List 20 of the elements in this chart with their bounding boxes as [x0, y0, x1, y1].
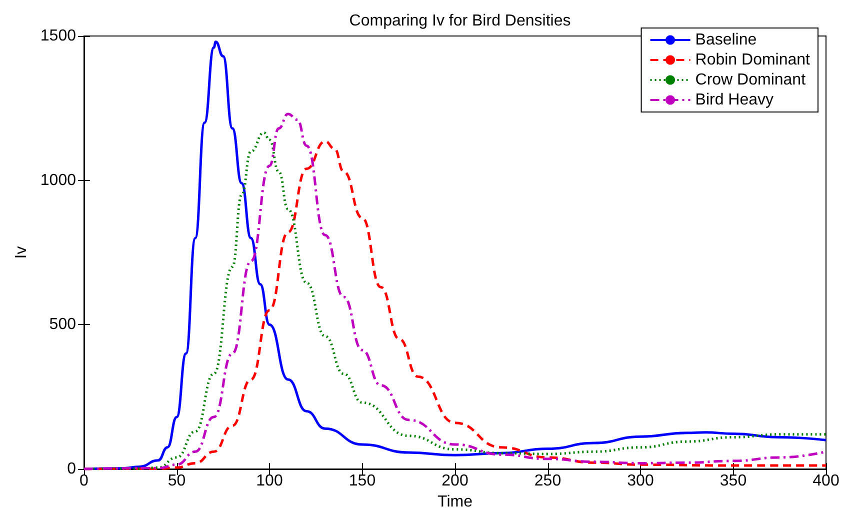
x-tick-label: 350 — [720, 472, 747, 490]
x-tick-label: 150 — [348, 472, 376, 490]
y-tick-label: 1500 — [40, 28, 76, 44]
x-tick-label: 200 — [442, 472, 468, 490]
x-tick-label: 100 — [256, 472, 283, 490]
legend-label: Crow Dominant — [695, 72, 806, 88]
x-tick-label: 50 — [168, 472, 186, 490]
chart-title: Comparing Iv for Bird Densities — [349, 12, 571, 30]
legend-label: Bird Heavy — [695, 92, 774, 108]
x-tick-label: 250 — [534, 472, 562, 490]
y-tick-label: 1000 — [40, 172, 76, 189]
y-tick-label: 500 — [49, 316, 76, 334]
x-axis-title: Time — [438, 493, 473, 510]
x-tick-label: 0 — [80, 472, 89, 490]
y-axis-title: Iv — [13, 246, 30, 259]
legend-label: Baseline — [695, 32, 757, 48]
x-tick-label: 300 — [627, 472, 654, 490]
y-tick-label: 0 — [67, 460, 76, 478]
x-tick-label: 400 — [812, 472, 840, 490]
legend-label: Robin Dominant — [695, 52, 811, 68]
